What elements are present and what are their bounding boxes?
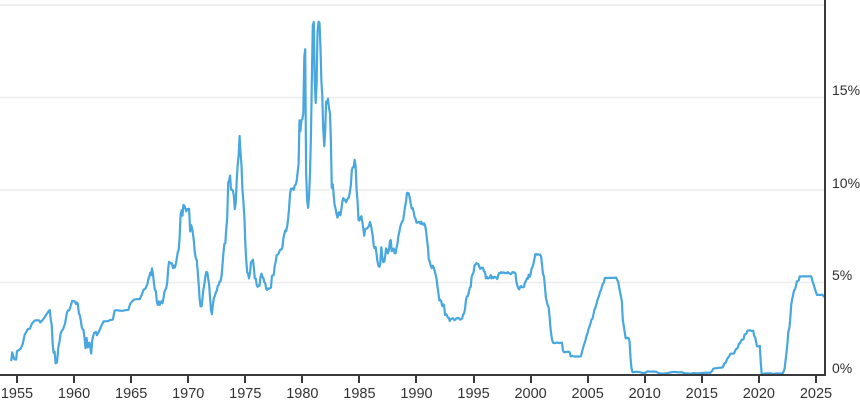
y-axis-label-10pct: 10% — [832, 174, 860, 191]
x-tick-2020 — [757, 376, 760, 383]
plot-area — [0, 0, 826, 376]
x-axis-label-1980: 1980 — [286, 386, 319, 402]
x-axis-label-2020: 2020 — [742, 386, 775, 402]
x-axis-label-1985: 1985 — [343, 386, 376, 402]
y-axis-label-15pct: 15% — [832, 82, 860, 99]
x-tick-1960 — [73, 376, 76, 383]
y-axis-labels: 0% 5% 10% 15% — [832, 0, 860, 376]
x-axis-label-1965: 1965 — [115, 386, 148, 402]
x-tick-1965 — [130, 376, 133, 383]
x-tick-1995 — [472, 376, 475, 383]
x-axis-label-1990: 1990 — [400, 386, 433, 402]
y-axis-label-5pct: 5% — [832, 267, 853, 284]
x-axis-label-1955: 1955 — [0, 386, 34, 402]
x-tick-1970 — [187, 376, 190, 383]
x-axis-label-1970: 1970 — [172, 386, 205, 402]
x-tick-2005 — [586, 376, 589, 383]
x-tick-1990 — [415, 376, 418, 383]
x-axis-label-1975: 1975 — [229, 386, 262, 402]
x-tick-2015 — [700, 376, 703, 383]
x-axis-line — [0, 374, 826, 376]
x-tick-2000 — [529, 376, 532, 383]
x-axis-label-1995: 1995 — [457, 386, 490, 402]
x-axis: 1955 1960 1965 1970 1975 1980 1985 1990 1995 2000… — [0, 376, 860, 413]
x-tick-1975 — [244, 376, 247, 383]
x-tick-1955 — [16, 376, 18, 383]
x-axis-label-2010: 2010 — [628, 386, 661, 402]
x-tick-1980 — [301, 376, 304, 383]
y-axis-label-0pct: 0% — [832, 360, 853, 376]
x-tick-1985 — [358, 376, 361, 383]
x-axis-label-2005: 2005 — [571, 386, 604, 402]
x-axis-label-2015: 2015 — [685, 386, 718, 402]
x-tick-2025 — [814, 376, 817, 383]
y-axis-line — [824, 0, 826, 376]
rate-series-line — [10, 20, 826, 375]
x-axis-label-1960: 1960 — [57, 386, 91, 402]
rate-line-plot — [0, 4, 826, 375]
x-axis-label-2000: 2000 — [514, 386, 547, 402]
x-axis-label-2025: 2025 — [799, 386, 833, 402]
x-tick-2010 — [643, 376, 646, 383]
